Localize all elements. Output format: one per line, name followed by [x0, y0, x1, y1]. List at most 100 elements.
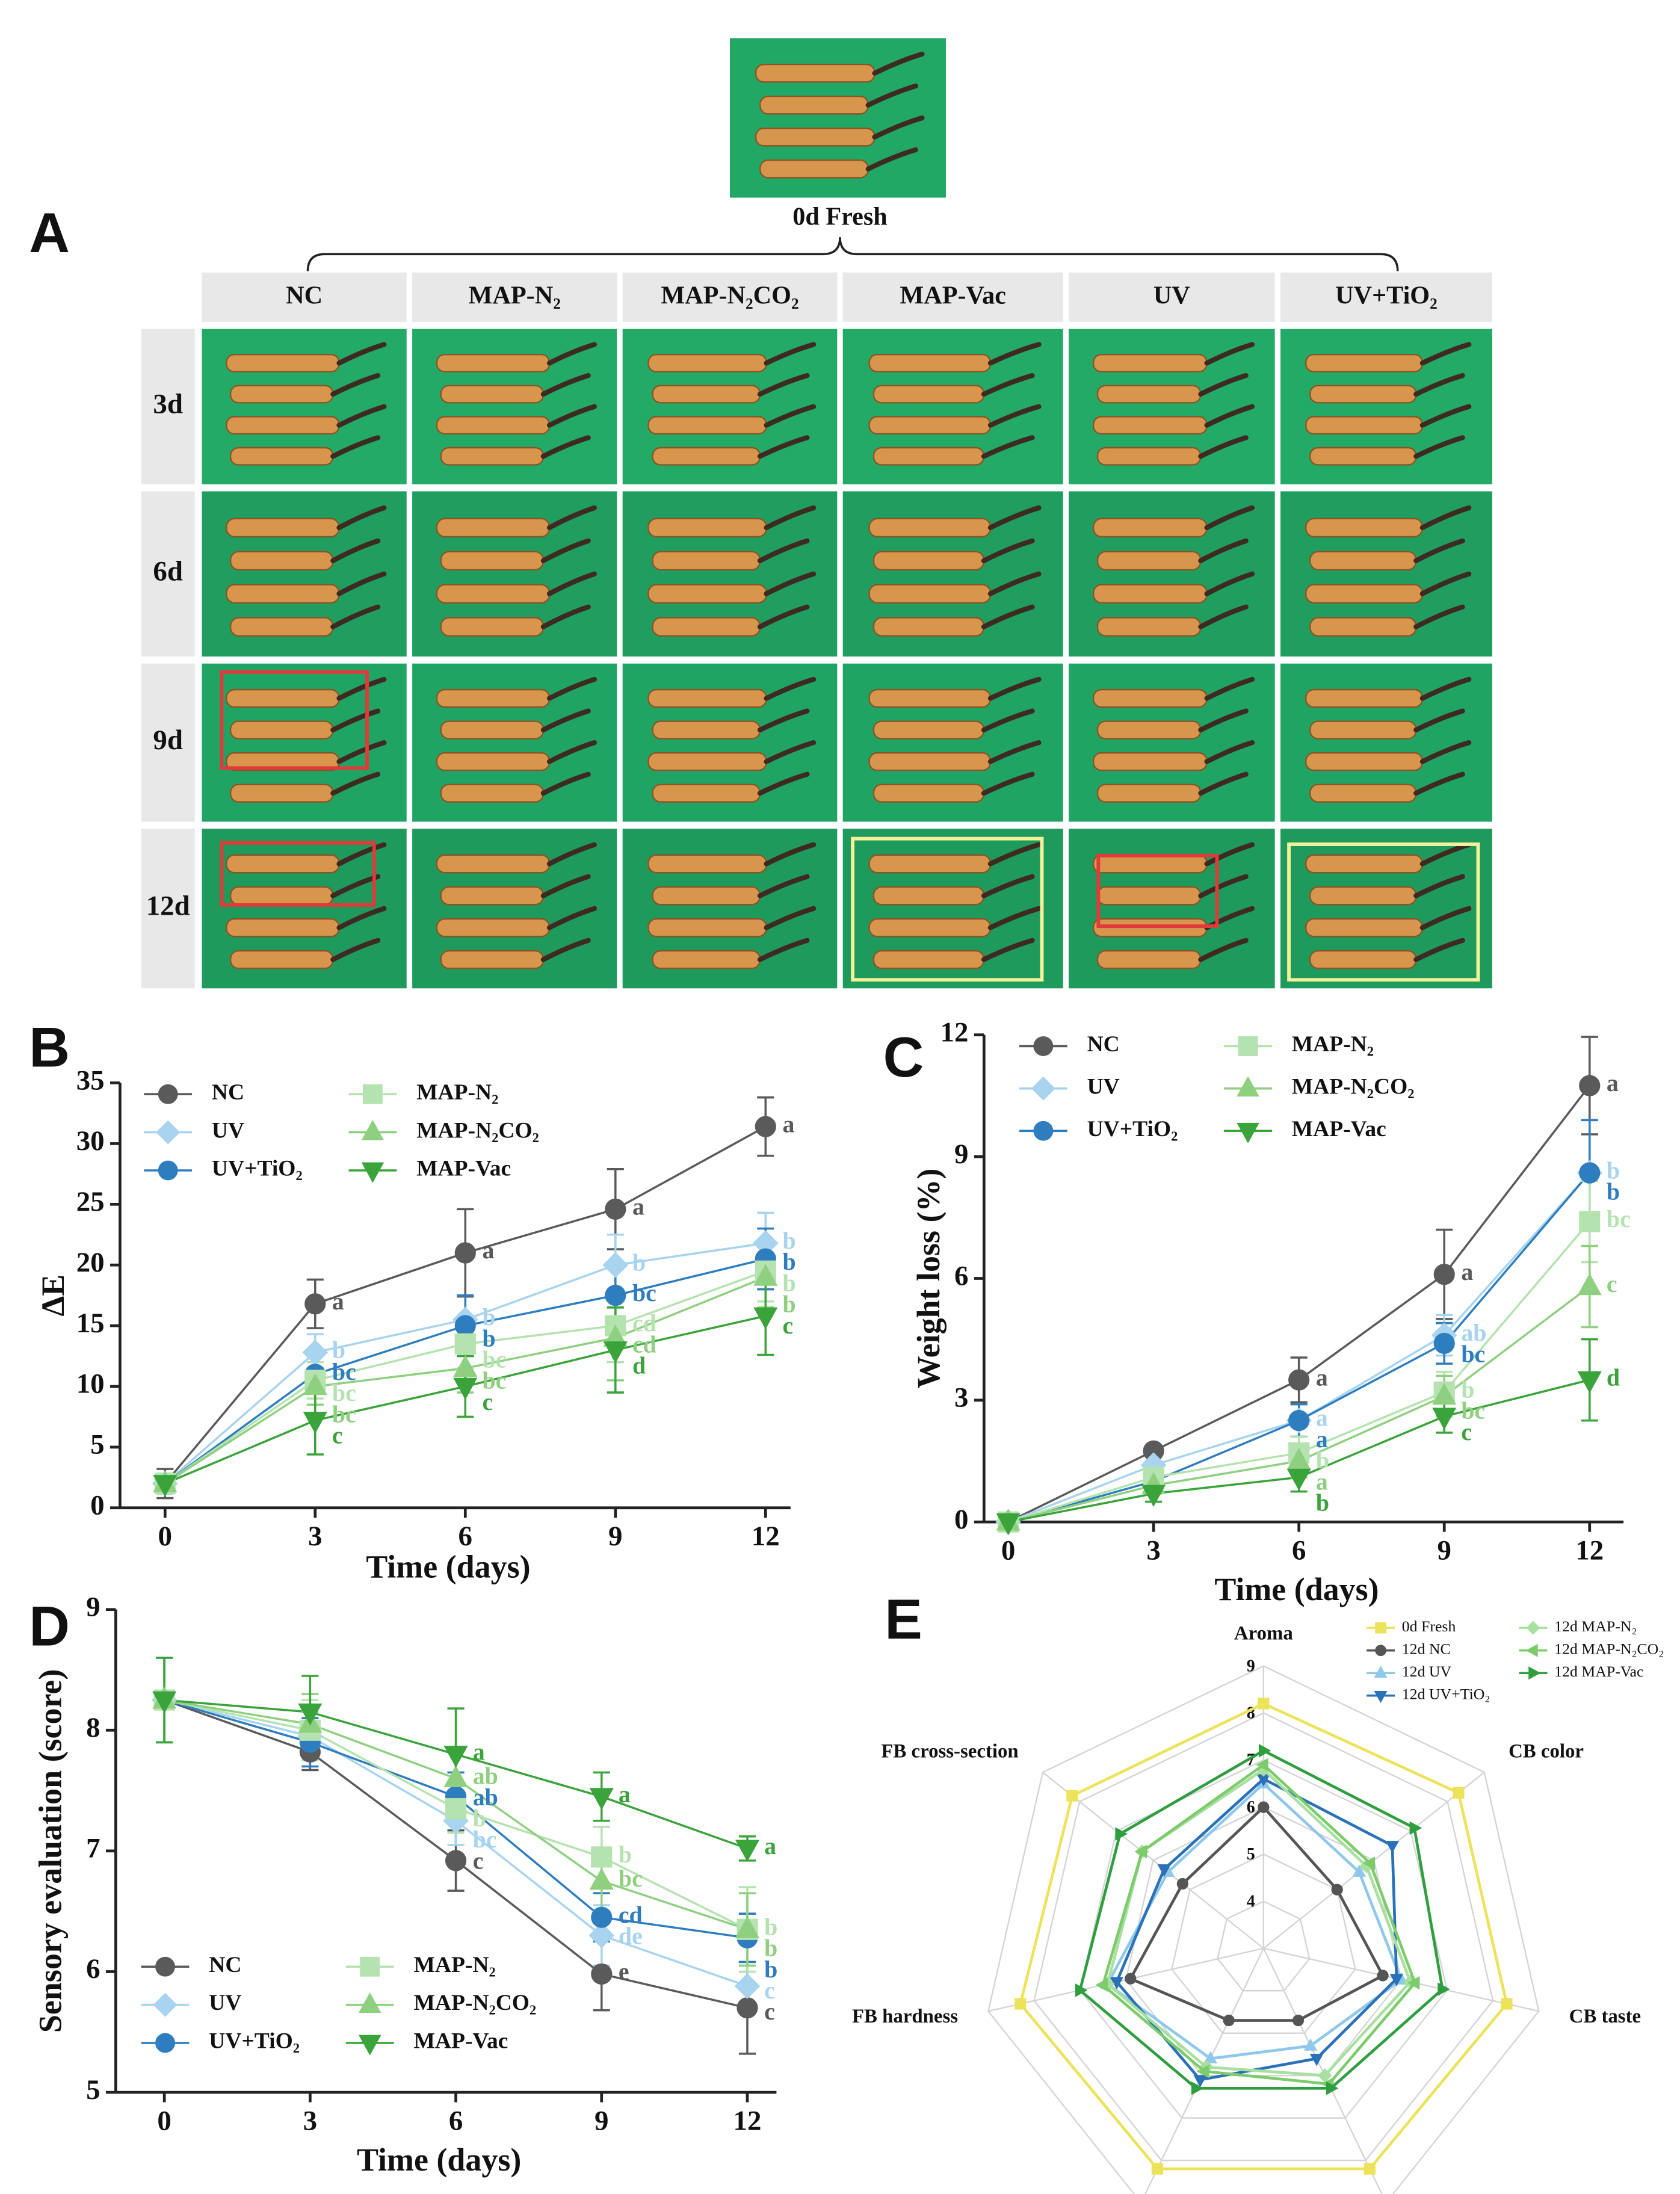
- marker: [304, 1293, 326, 1315]
- specimen-body: [1096, 385, 1202, 404]
- specimen-body: [1305, 584, 1423, 604]
- marker: [1352, 1864, 1367, 1877]
- specimen-stroma: [981, 708, 1035, 733]
- column-header: [202, 272, 407, 322]
- specimen-stroma: [1419, 404, 1472, 428]
- legend-label: UV+TiO₂: [212, 1157, 303, 1181]
- legend-label: 12d UV+TiO₂: [1402, 1686, 1490, 1703]
- significance-letter: d: [1607, 1364, 1620, 1391]
- specimen-body: [1096, 950, 1202, 969]
- specimen-body: [868, 354, 992, 372]
- specimen-stroma: [330, 938, 381, 962]
- specimen-stroma: [987, 676, 1042, 701]
- y-tick-label: 35: [76, 1065, 105, 1096]
- panel-label: E: [885, 1587, 922, 1651]
- y-tick-label: 30: [76, 1125, 105, 1157]
- marker: [158, 1160, 178, 1181]
- legend-label: NC: [212, 1080, 244, 1105]
- marker: [1237, 1122, 1259, 1144]
- marker: [1528, 1666, 1541, 1680]
- specimen-body: [1093, 584, 1208, 604]
- specimen-stroma: [1198, 874, 1249, 898]
- r-tick-label: 5: [1247, 1845, 1255, 1864]
- marker: [1292, 2014, 1305, 2027]
- highlight-box: [220, 670, 369, 770]
- marker: [1258, 1744, 1271, 1758]
- specimen-body: [1096, 617, 1202, 637]
- marker: [1203, 2051, 1217, 2063]
- specimen-stroma: [1413, 372, 1465, 397]
- specimen-stroma: [336, 740, 387, 764]
- specimen-body: [647, 854, 767, 874]
- specimen-body: [436, 584, 551, 604]
- legend-label: MAP-N₂: [416, 1080, 498, 1105]
- legend-label: 12d MAP-N₂CO₂: [1554, 1640, 1664, 1658]
- row-label: 6d: [153, 555, 183, 587]
- significance-letter: b: [1316, 1489, 1329, 1516]
- specimen-body: [1096, 551, 1202, 571]
- marker: [996, 1513, 1021, 1536]
- column-header: [1069, 272, 1275, 322]
- specimen-body: [872, 447, 985, 466]
- specimen-body: [1093, 518, 1208, 538]
- specimen-body: [440, 551, 545, 571]
- significance-letter: bc: [482, 1346, 506, 1373]
- marker: [1223, 2014, 1235, 2027]
- specimen-stroma: [1204, 676, 1255, 701]
- marker: [1407, 1976, 1420, 1990]
- specimen-stroma: [987, 740, 1042, 764]
- marker: [1385, 1841, 1400, 1853]
- specimen-stroma: [757, 604, 810, 629]
- significance-letter: a: [473, 1738, 485, 1766]
- specimen-body: [226, 354, 340, 372]
- specimen-stroma: [540, 604, 591, 629]
- specimen-stroma: [764, 740, 817, 764]
- specimen-body: [868, 688, 992, 708]
- specimen-body: [226, 688, 340, 708]
- column-header: [412, 272, 617, 322]
- specimen-body: [647, 688, 767, 708]
- x-tick-label: 9: [594, 2105, 608, 2136]
- specimen-stroma: [336, 342, 387, 366]
- specimen-body: [226, 518, 340, 538]
- specimen-stroma: [540, 435, 591, 459]
- specimen-stroma: [757, 771, 810, 796]
- marker: [1579, 1075, 1601, 1096]
- specimen-body: [436, 752, 551, 771]
- specimen-body: [868, 854, 992, 874]
- specimen-stroma: [336, 842, 387, 867]
- specimen-body: [872, 886, 985, 906]
- specimen-stroma: [336, 571, 387, 596]
- marker: [1288, 1409, 1310, 1432]
- marker: [1033, 1036, 1054, 1056]
- spoke: [1042, 1772, 1264, 1949]
- significance-letter: cd: [619, 1901, 643, 1928]
- marker: [737, 1997, 758, 2019]
- significance-letter: b: [1607, 1157, 1620, 1184]
- specimen-stroma: [1419, 740, 1472, 764]
- marker: [1238, 1036, 1258, 1056]
- specimen-stroma: [1204, 342, 1255, 366]
- marker: [1033, 1120, 1054, 1141]
- specimen-body: [1309, 783, 1417, 803]
- specimen-body: [872, 551, 985, 571]
- specimen-stroma: [546, 842, 597, 867]
- specimen-stroma: [546, 740, 597, 764]
- significance-letter: b: [632, 1249, 646, 1276]
- marker: [1151, 2163, 1164, 2175]
- specimen-body: [1305, 854, 1423, 874]
- significance-letter: b: [332, 1336, 345, 1364]
- y-tick-label: 9: [954, 1139, 968, 1170]
- marker: [1288, 1369, 1310, 1391]
- significance-letter: d: [632, 1352, 646, 1379]
- x-tick-label: 3: [1146, 1535, 1160, 1566]
- specimen-stroma: [1198, 708, 1249, 733]
- specimen-stroma: [546, 906, 597, 930]
- y-tick-label: 9: [86, 1591, 100, 1622]
- specimen-stroma: [330, 708, 381, 733]
- specimen-stroma: [330, 604, 381, 629]
- specimen-stroma: [330, 372, 381, 397]
- specimen-stroma: [336, 676, 387, 701]
- specimen-body: [1096, 783, 1202, 803]
- legend-label: UV+TiO₂: [1087, 1117, 1178, 1142]
